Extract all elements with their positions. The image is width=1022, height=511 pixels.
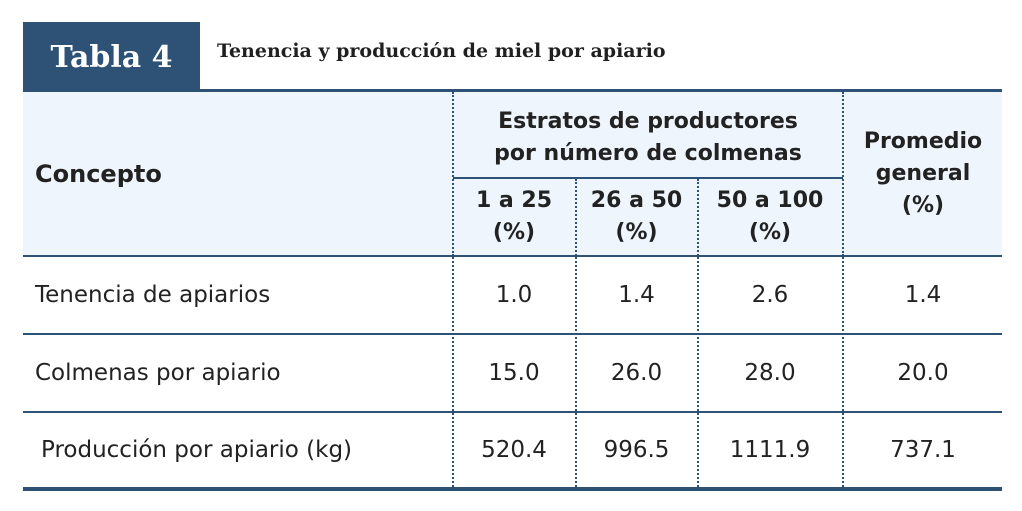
body-divider-2 xyxy=(575,257,577,487)
row-value-50-100: 2.6 xyxy=(751,282,789,308)
row-value-1-25: 1.0 xyxy=(495,282,533,308)
table-number-tag: Tabla 4 xyxy=(23,22,200,92)
strata-underline xyxy=(453,177,843,179)
row-divider xyxy=(23,333,1002,335)
header-divider-3 xyxy=(697,179,699,256)
body-divider-4 xyxy=(842,257,844,487)
header-strata: Estratos de productores por número de co… xyxy=(494,109,802,166)
table-caption: Tenencia y producción de miel por apiari… xyxy=(217,40,666,62)
row-value-50-100: 1111.9 xyxy=(729,437,811,463)
row-value-26-50: 26.0 xyxy=(610,360,663,386)
row-value-average: 1.4 xyxy=(904,282,942,308)
body-divider-1 xyxy=(452,257,454,487)
header-col-50-100: 50 a 100 (%) xyxy=(716,188,824,245)
row-label: Producción por apiario (kg) xyxy=(41,437,353,463)
header-divider-2 xyxy=(575,179,577,256)
table-header-background xyxy=(23,92,1002,256)
row-value-50-100: 28.0 xyxy=(744,360,796,386)
header-divider-1 xyxy=(452,92,454,256)
row-divider xyxy=(23,411,1002,413)
table-top-rule xyxy=(23,89,1002,92)
row-value-1-25: 520.4 xyxy=(481,437,547,463)
table-bottom-rule xyxy=(23,487,1002,491)
header-average: Promedio general (%) xyxy=(863,129,983,218)
body-divider-3 xyxy=(697,257,699,487)
header-col-26-50: 26 a 50 (%) xyxy=(590,188,683,245)
row-value-1-25: 15.0 xyxy=(488,360,540,386)
row-label: Colmenas por apiario xyxy=(35,360,281,386)
header-concept: Concepto xyxy=(35,160,162,188)
row-value-average: 20.0 xyxy=(897,360,949,386)
row-value-average: 737.1 xyxy=(890,437,956,463)
header-divider-4 xyxy=(842,92,844,256)
row-value-26-50: 1.4 xyxy=(618,282,655,308)
header-col-1-25: 1 a 25 (%) xyxy=(475,188,553,245)
header-bottom-rule xyxy=(23,255,1002,257)
row-label: Tenencia de apiarios xyxy=(35,282,271,308)
row-value-26-50: 996.5 xyxy=(603,437,670,463)
